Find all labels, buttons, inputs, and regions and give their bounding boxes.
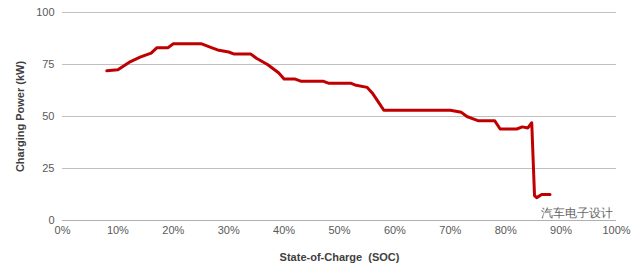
svg-text:25: 25 <box>42 162 54 174</box>
svg-text:50%: 50% <box>328 224 350 236</box>
svg-text:75: 75 <box>42 58 54 70</box>
svg-text:0%: 0% <box>55 224 71 236</box>
svg-text:90%: 90% <box>550 224 572 236</box>
svg-text:40%: 40% <box>273 224 295 236</box>
svg-text:State-of-Charge (SOC): State-of-Charge (SOC) <box>280 251 400 263</box>
svg-text:10%: 10% <box>107 224 129 236</box>
svg-text:80%: 80% <box>495 224 517 236</box>
svg-text:20%: 20% <box>162 224 184 236</box>
svg-text:0: 0 <box>48 214 55 226</box>
svg-text:70%: 70% <box>439 224 461 236</box>
svg-text:汽车电子设计: 汽车电子设计 <box>541 206 613 220</box>
svg-text:100: 100 <box>36 6 54 18</box>
svg-text:Charging Power (kW): Charging Power (kW) <box>14 61 26 173</box>
svg-text:30%: 30% <box>218 224 240 236</box>
svg-text:50: 50 <box>42 110 54 122</box>
svg-text:60%: 60% <box>384 224 406 236</box>
svg-text:100%: 100% <box>602 224 630 236</box>
